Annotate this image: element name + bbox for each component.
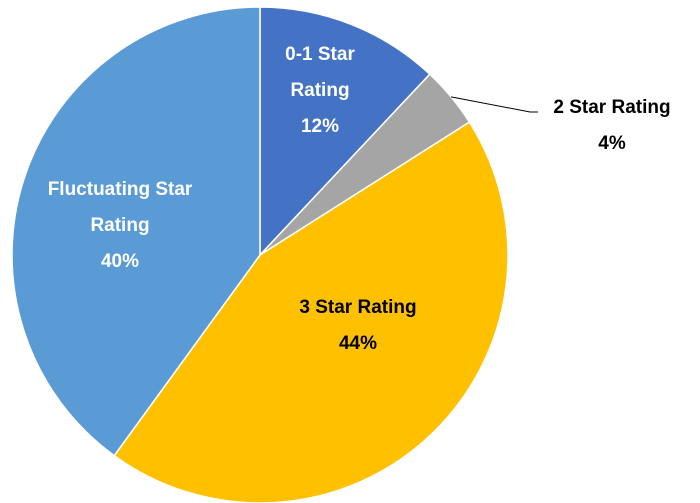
pie-slice <box>259 6 431 257</box>
value-label: 4% <box>598 133 626 154</box>
value-label: 12% <box>300 116 340 137</box>
pie-slice <box>113 121 509 503</box>
slice-label: 3 Star Rating 44% <box>258 290 458 362</box>
leader-line <box>450 96 538 113</box>
category-label: 2 Star Rating <box>553 97 671 118</box>
value-label: 40% <box>100 251 140 272</box>
category-label: 0-1 Star Rating <box>285 44 355 101</box>
category-label: Fluctuating Star Rating <box>47 179 193 236</box>
slice-label: 2 Star Rating 4% <box>532 90 692 162</box>
slice-label: Fluctuating Star Rating 40% <box>40 172 200 280</box>
pie-slice <box>11 6 261 457</box>
value-label: 44% <box>338 333 378 354</box>
slice-label: 0-1 Star Rating 12% <box>265 37 375 145</box>
category-label: 3 Star Rating <box>299 297 417 318</box>
